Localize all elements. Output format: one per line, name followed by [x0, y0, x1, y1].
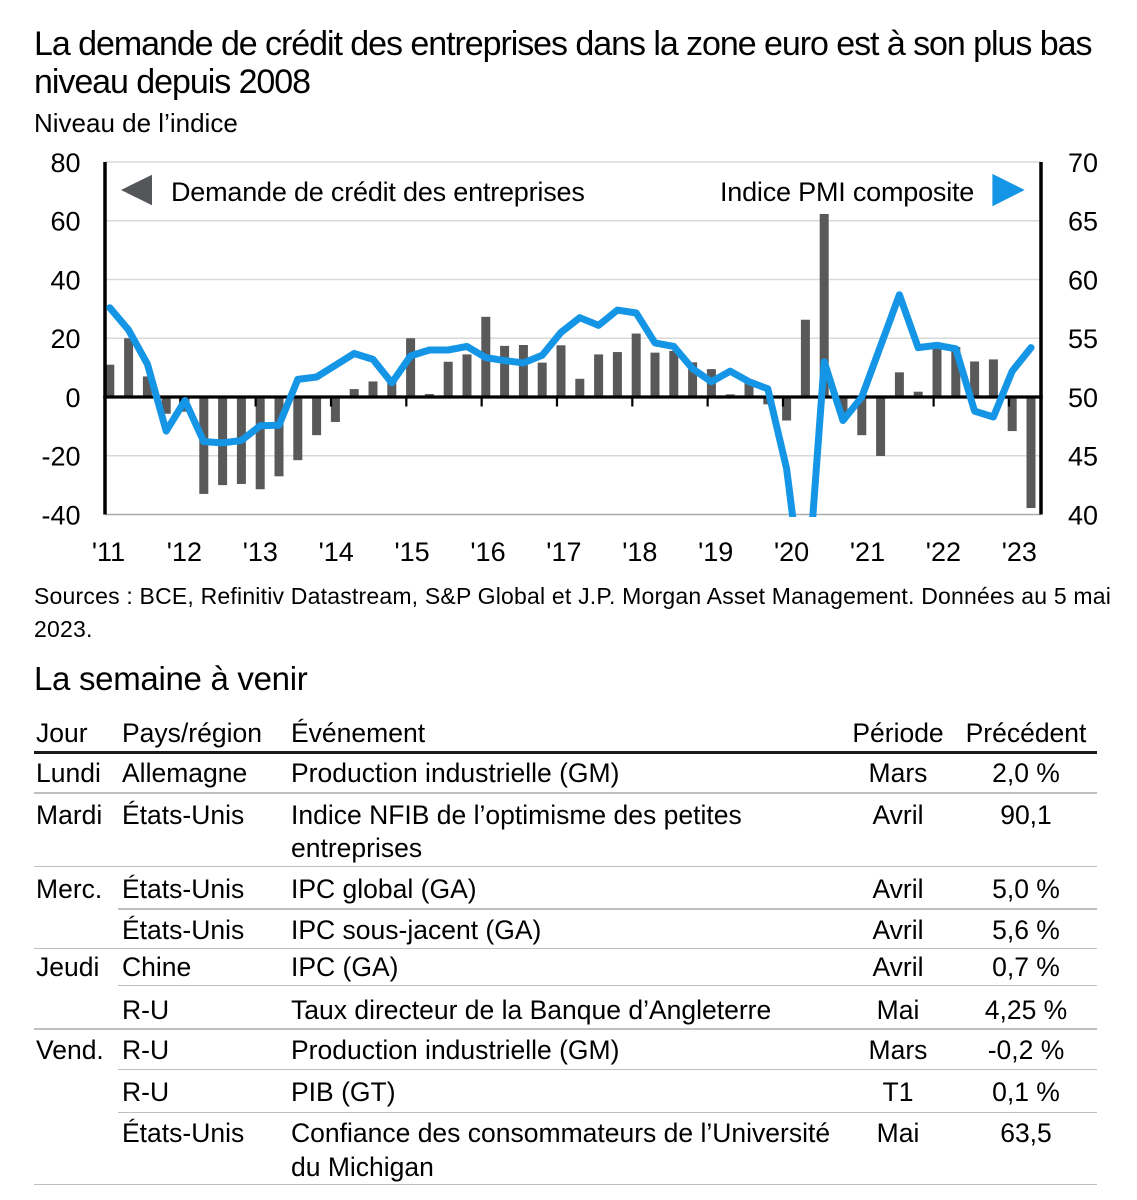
svg-text:55: 55: [1068, 324, 1098, 354]
svg-text:20: 20: [50, 324, 80, 354]
svg-text:45: 45: [1068, 442, 1098, 472]
svg-text:40: 40: [50, 265, 80, 295]
svg-text:-40: -40: [41, 500, 80, 530]
svg-text:'21: '21: [850, 537, 885, 567]
svg-text:'15: '15: [395, 537, 430, 567]
svg-text:-20: -20: [41, 442, 80, 472]
svg-text:'17: '17: [546, 537, 581, 567]
svg-text:'20: '20: [774, 537, 809, 567]
svg-text:50: 50: [1068, 383, 1098, 413]
svg-text:'22: '22: [926, 537, 961, 567]
svg-text:'18: '18: [622, 537, 657, 567]
svg-text:40: 40: [1068, 500, 1098, 530]
svg-text:'12: '12: [167, 537, 202, 567]
svg-text:'11: '11: [92, 537, 125, 567]
svg-text:60: 60: [1068, 265, 1098, 295]
svg-text:'13: '13: [243, 537, 278, 567]
svg-text:0: 0: [65, 383, 80, 413]
svg-text:'23: '23: [1002, 537, 1037, 567]
svg-text:65: 65: [1068, 207, 1098, 237]
svg-text:70: 70: [1068, 148, 1098, 178]
svg-text:'16: '16: [470, 537, 505, 567]
svg-text:'14: '14: [319, 537, 354, 567]
svg-text:60: 60: [50, 207, 80, 237]
svg-text:'19: '19: [698, 537, 733, 567]
svg-text:80: 80: [50, 148, 80, 178]
